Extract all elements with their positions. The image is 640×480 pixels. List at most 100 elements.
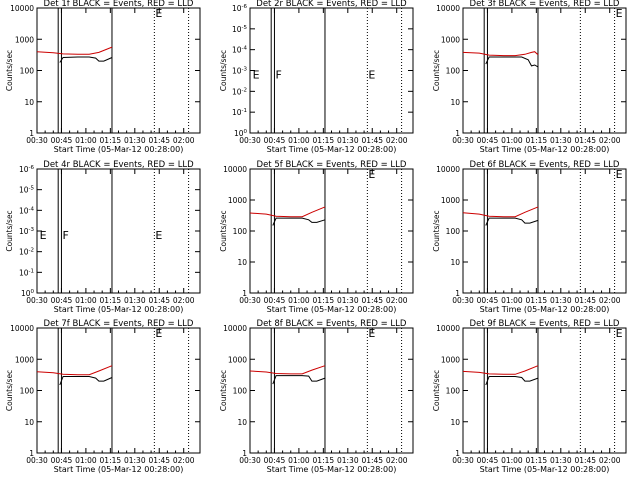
panel-title: Det 9f BLACK = Events, RED = LLD	[470, 319, 620, 329]
y-tick-label: 10	[237, 418, 247, 427]
x-tick-label: 00:30	[26, 136, 48, 145]
y-tick-label: 1000	[228, 355, 247, 364]
x-tick-label: 01:00	[288, 456, 310, 465]
y-tick-label: 10000	[10, 324, 34, 333]
x-tick-label: 00:30	[452, 456, 474, 465]
flag-e: E	[155, 229, 162, 242]
y-tick-label: 100	[20, 67, 35, 76]
panel-title: Det 7f BLACK = Events, RED = LLD	[44, 319, 194, 329]
x-axis-label: Start Time (05-Mar-12 00:28:00)	[54, 145, 184, 154]
panel-title: Det 5f BLACK = Events, RED = LLD	[257, 160, 407, 170]
chart-panel-det-4r: Det 4r BLACK = Events, RED = LLD 00:30 00:…	[5, 160, 201, 314]
series-lld-line	[462, 365, 539, 375]
y-tick-label: 10000	[436, 4, 460, 13]
y-axis-label: Counts/sec	[219, 370, 228, 411]
y-tick-label: 10	[450, 98, 460, 107]
x-tick-label: 01:30	[124, 456, 146, 465]
x-axis-label: Start Time (05-Mar-12 00:28:00)	[480, 305, 610, 314]
x-tick-label: 00:30	[26, 456, 48, 465]
y-axis-label: Counts/sec	[432, 370, 441, 411]
x-tick-label: 02:00	[599, 296, 621, 305]
y-tick-label: 10	[24, 98, 34, 107]
y-tick-label: 100	[233, 227, 248, 236]
series-events-line	[59, 56, 113, 63]
flag-e: E	[616, 7, 623, 20]
y-tick-label: 10000	[223, 324, 247, 333]
x-tick-label: 00:30	[26, 296, 48, 305]
y-tick-label: 10-4	[19, 206, 35, 215]
x-tick-label: 00:30	[452, 136, 474, 145]
flag-e: E	[368, 69, 375, 82]
y-tick-label: 1	[455, 289, 460, 298]
y-tick-label: 1	[455, 449, 460, 458]
x-tick-label: 01:00	[288, 296, 310, 305]
x-tick-label: 01:45	[361, 136, 383, 145]
chart-panel-det-9f: Det 9f BLACK = Events, RED = LLD 00:30 00:…	[432, 319, 627, 474]
y-tick-label: 10-6	[232, 4, 248, 13]
x-tick-label: 01:15	[313, 136, 335, 145]
chart-panel-det-5f: Det 5f BLACK = Events, RED = LLD 00:30 00:…	[219, 160, 414, 314]
x-tick-label: 01:00	[501, 136, 523, 145]
series-lld-line	[36, 46, 113, 55]
x-tick-label: 01:15	[526, 136, 548, 145]
series-events-line	[272, 217, 326, 226]
series-events-line	[59, 376, 113, 386]
y-tick-label: 10-5	[19, 186, 35, 195]
y-tick-label: 100	[233, 387, 248, 396]
flag-e: E	[40, 229, 47, 242]
y-tick-label: 100	[234, 129, 248, 138]
flag-e: E	[616, 327, 623, 340]
chart-panel-det-8f: Det 8f BLACK = Events, RED = LLD 00:30 00:…	[219, 319, 414, 474]
y-tick-label: 10	[24, 418, 34, 427]
x-tick-label: 00:45	[264, 296, 286, 305]
flag-e: E	[155, 7, 162, 20]
y-tick-label: 1000	[228, 196, 247, 205]
flag-e: E	[368, 327, 375, 340]
panel-title: Det 3f BLACK = Events, RED = LLD	[470, 0, 620, 9]
x-tick-label: 01:00	[75, 296, 97, 305]
x-tick-label: 01:00	[501, 456, 523, 465]
y-axis-label: Counts/sec	[5, 370, 14, 411]
y-tick-label: 10-1	[19, 268, 34, 277]
chart-panel-det-6f: Det 6f BLACK = Events, RED = LLD 00:30 00:…	[432, 160, 627, 314]
y-tick-label: 1	[29, 449, 34, 458]
y-tick-label: 10-3	[232, 67, 248, 76]
y-tick-label: 100	[20, 387, 35, 396]
x-tick-label: 01:45	[148, 296, 170, 305]
x-tick-label: 01:15	[100, 296, 122, 305]
y-tick-label: 1000	[15, 35, 34, 44]
series-events-line	[272, 375, 326, 385]
x-tick-label: 01:30	[550, 136, 572, 145]
y-tick-label: 1000	[441, 196, 460, 205]
x-tick-label: 01:45	[148, 136, 170, 145]
x-axis-label: Start Time (05-Mar-12 00:28:00)	[54, 305, 184, 314]
x-tick-label: 01:45	[361, 296, 383, 305]
chart-panel-det-1f: Det 1f BLACK = Events, RED = LLD 00:30 00:…	[5, 0, 201, 154]
x-tick-label: 01:00	[288, 136, 310, 145]
chart-panel-det-2r: Det 2r BLACK = Events, RED = LLD 00:30 00:…	[219, 0, 414, 154]
y-tick-label: 10000	[436, 324, 460, 333]
flag-f: F	[62, 229, 68, 242]
x-tick-label: 02:00	[173, 296, 195, 305]
y-tick-label: 10000	[10, 4, 34, 13]
x-tick-label: 00:30	[239, 136, 261, 145]
y-tick-label: 10	[450, 258, 460, 267]
x-tick-label: 00:45	[264, 456, 286, 465]
y-tick-label: 1000	[441, 355, 460, 364]
x-tick-label: 01:30	[337, 136, 359, 145]
y-tick-label: 10000	[223, 165, 247, 174]
x-axis-label: Start Time (05-Mar-12 00:28:00)	[54, 465, 184, 474]
y-tick-label: 100	[446, 67, 461, 76]
series-events-line	[485, 56, 539, 68]
y-tick-label: 1000	[441, 35, 460, 44]
x-axis-label: Start Time (05-Mar-12 00:28:00)	[480, 145, 610, 154]
x-axis-label: Start Time (05-Mar-12 00:28:00)	[480, 465, 610, 474]
x-tick-label: 01:45	[574, 456, 596, 465]
y-tick-label: 10-6	[19, 165, 35, 174]
panel-title: Det 4r BLACK = Events, RED = LLD	[43, 160, 194, 170]
x-tick-label: 01:15	[313, 456, 335, 465]
series-events-line	[485, 376, 539, 386]
y-tick-label: 10	[450, 418, 460, 427]
x-tick-label: 02:00	[599, 136, 621, 145]
x-tick-label: 00:45	[477, 296, 499, 305]
